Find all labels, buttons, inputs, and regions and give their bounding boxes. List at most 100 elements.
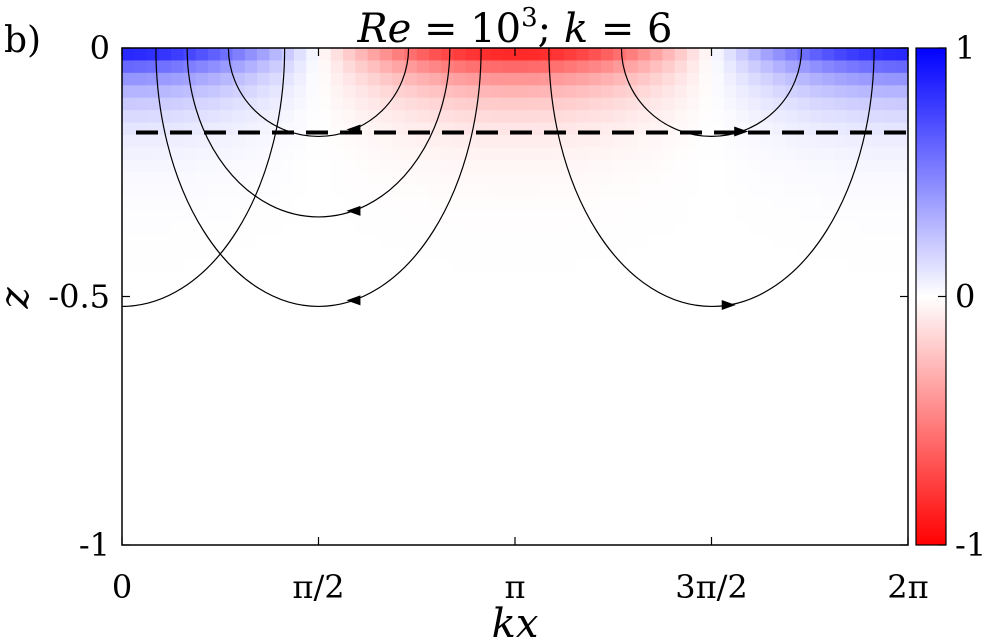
heatmap-cell bbox=[895, 395, 908, 409]
heatmap-cell bbox=[392, 358, 406, 372]
heatmap-cell bbox=[429, 209, 442, 223]
heatmap-cell bbox=[515, 445, 528, 459]
heatmap-cell bbox=[453, 507, 467, 521]
heatmap-cell bbox=[539, 433, 553, 447]
heatmap-cell bbox=[637, 470, 651, 484]
heatmap-cell bbox=[367, 520, 381, 534]
streamline-top-right bbox=[620, 48, 803, 138]
heatmap-cell bbox=[515, 110, 528, 124]
heatmap-cell bbox=[293, 395, 307, 409]
heatmap-cell bbox=[822, 333, 835, 347]
heatmap-cell bbox=[343, 470, 356, 484]
heatmap-cell bbox=[232, 346, 246, 360]
heatmap-cell bbox=[429, 147, 442, 161]
heatmap-cell bbox=[871, 209, 885, 223]
heatmap-cell bbox=[760, 296, 774, 310]
heatmap-cell bbox=[269, 482, 283, 496]
heatmap-cell bbox=[858, 532, 872, 545]
heatmap-cell bbox=[195, 321, 209, 335]
heatmap-cell bbox=[625, 284, 639, 298]
heatmap-cell bbox=[232, 48, 246, 62]
heatmap-cell bbox=[834, 520, 848, 534]
heatmap-cell bbox=[269, 395, 283, 409]
heatmap-cell bbox=[146, 321, 160, 335]
heatmap-cell bbox=[711, 284, 725, 298]
heatmap-cell bbox=[502, 209, 516, 223]
heatmap-cell bbox=[662, 271, 676, 285]
heatmap-cell bbox=[760, 333, 774, 347]
heatmap-cell bbox=[650, 383, 663, 397]
heatmap-cell bbox=[146, 284, 160, 298]
heatmap-cell bbox=[490, 308, 504, 322]
heatmap-cell bbox=[515, 134, 528, 148]
heatmap-cell bbox=[232, 134, 246, 148]
heatmap-cell bbox=[797, 134, 811, 148]
heatmap-cell bbox=[674, 371, 688, 385]
heatmap-cell bbox=[490, 147, 504, 161]
heatmap-cell bbox=[822, 520, 835, 534]
heatmap-cell bbox=[539, 271, 553, 285]
heatmap-cell bbox=[785, 97, 799, 111]
heatmap-cell bbox=[244, 358, 258, 372]
heatmap-cell bbox=[797, 445, 811, 459]
heatmap-cell bbox=[232, 110, 246, 124]
heatmap-cell bbox=[662, 296, 676, 310]
heatmap-cell bbox=[122, 122, 135, 136]
heatmap-cell bbox=[515, 72, 528, 86]
heatmap-cell bbox=[453, 48, 467, 62]
heatmap-cell bbox=[576, 458, 590, 472]
heatmap-cell bbox=[195, 495, 209, 509]
heatmap-cell bbox=[343, 159, 356, 173]
heatmap-cell bbox=[355, 395, 369, 409]
heatmap-cell bbox=[785, 246, 799, 260]
heatmap-cell bbox=[429, 48, 442, 62]
heatmap-cell bbox=[515, 507, 528, 521]
heatmap-cell bbox=[613, 470, 627, 484]
heatmap-cell bbox=[269, 284, 283, 298]
heatmap-cell bbox=[343, 308, 356, 322]
heatmap-cell bbox=[195, 147, 209, 161]
heatmap-cell bbox=[318, 445, 332, 459]
heatmap-cell bbox=[490, 246, 504, 260]
heatmap-cell bbox=[662, 333, 676, 347]
heatmap-cell bbox=[772, 97, 786, 111]
heatmap-cell bbox=[564, 507, 578, 521]
heatmap-cell bbox=[686, 259, 700, 273]
heatmap-cell bbox=[723, 408, 737, 422]
heatmap-cell bbox=[662, 433, 676, 447]
heatmap-cell bbox=[343, 259, 356, 273]
heatmap-cell bbox=[809, 284, 823, 298]
heatmap-cell bbox=[600, 147, 614, 161]
heatmap-cell bbox=[502, 445, 516, 459]
heatmap-cell bbox=[699, 85, 713, 99]
heatmap-cell bbox=[711, 346, 725, 360]
heatmap-cell bbox=[490, 234, 504, 248]
heatmap-cell bbox=[527, 308, 541, 322]
heatmap-cell bbox=[306, 458, 320, 472]
heatmap-cell bbox=[551, 159, 565, 173]
heatmap-cell bbox=[674, 358, 688, 372]
heatmap-cell bbox=[465, 221, 479, 235]
heatmap-cell bbox=[379, 159, 393, 173]
heatmap-cell bbox=[158, 532, 172, 545]
heatmap-cell bbox=[871, 408, 885, 422]
heatmap-cell bbox=[686, 147, 700, 161]
heatmap-cell bbox=[392, 408, 406, 422]
heatmap-cell bbox=[158, 209, 172, 223]
heatmap-cell bbox=[379, 346, 393, 360]
heatmap-cell bbox=[281, 134, 295, 148]
heatmap-cell bbox=[146, 197, 160, 211]
heatmap-cell bbox=[257, 507, 270, 521]
heatmap-cell bbox=[257, 433, 270, 447]
heatmap-cell bbox=[330, 159, 344, 173]
heatmap-cell bbox=[207, 495, 221, 509]
heatmap-cell bbox=[478, 259, 492, 273]
heatmap-cell bbox=[220, 221, 234, 235]
title-sup: 3 bbox=[521, 3, 538, 33]
colorbar-tick-label: 0 bbox=[955, 278, 975, 316]
heatmap-cell bbox=[895, 458, 908, 472]
heatmap-cell bbox=[662, 184, 676, 198]
heatmap-cell bbox=[171, 358, 185, 372]
heatmap-cell bbox=[686, 85, 700, 99]
heatmap-cell bbox=[269, 110, 283, 124]
